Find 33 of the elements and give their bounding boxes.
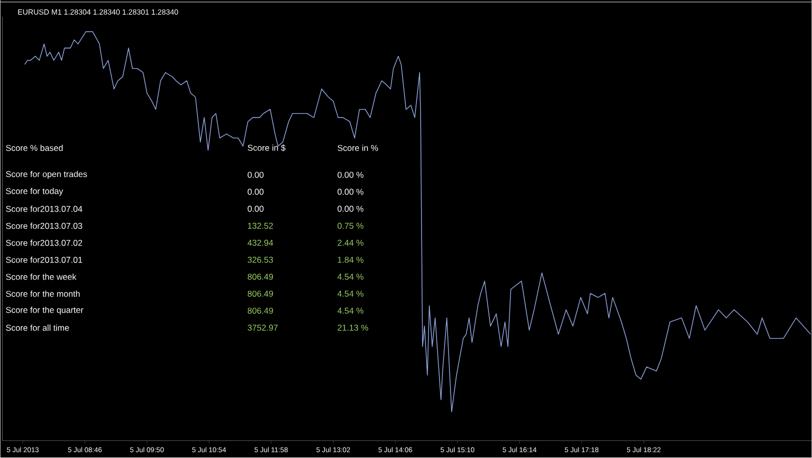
annotation: 806.49 [248, 274, 273, 280]
annotation: Score in $ [248, 144, 286, 152]
annotation: Score for the week [6, 274, 76, 280]
annotation: 432.94 [248, 240, 274, 246]
annotation: 0.00 % [338, 189, 364, 196]
annotation: 1.84 % [338, 256, 364, 263]
annotation: Score for2013.07.02 [6, 240, 82, 246]
annotation: 806.49 [248, 290, 273, 297]
annotation: 0.75 % [338, 222, 364, 229]
annotation: Score for2013.07.03 [6, 222, 82, 230]
annotation: 4.54 % [337, 308, 364, 314]
annotation: Score for the month [6, 290, 80, 298]
annotation: 0.00 [248, 172, 264, 178]
annotation: Score for the quarter [6, 306, 84, 315]
annotation: Score for all time [6, 324, 69, 332]
annotation: 2.44 % [338, 240, 364, 246]
annotation: 806.49 [248, 308, 273, 314]
annotation: 4.54 % [337, 290, 364, 297]
annotation: Score for open trades [6, 171, 87, 179]
annotation: 132.52 [248, 222, 273, 229]
annotation: 4.54 % [337, 274, 364, 280]
annotation: Score for2013.07.01 [6, 256, 82, 264]
annotation: 0.00 % [338, 172, 364, 178]
annotation: Score in % [338, 144, 378, 152]
annotation: Score for2013.07.04 [6, 206, 82, 212]
annotation: 326.53 [248, 256, 273, 263]
annotation: 3752.97 [248, 324, 278, 331]
annotation: Score for today [6, 188, 64, 196]
annotation: 21.13 % [338, 324, 368, 331]
annotation: 0.00 % [338, 206, 364, 212]
annotation: 0.00 [248, 206, 264, 212]
annotation: Score % based [6, 144, 63, 152]
annotation: 0.00 [248, 189, 264, 196]
